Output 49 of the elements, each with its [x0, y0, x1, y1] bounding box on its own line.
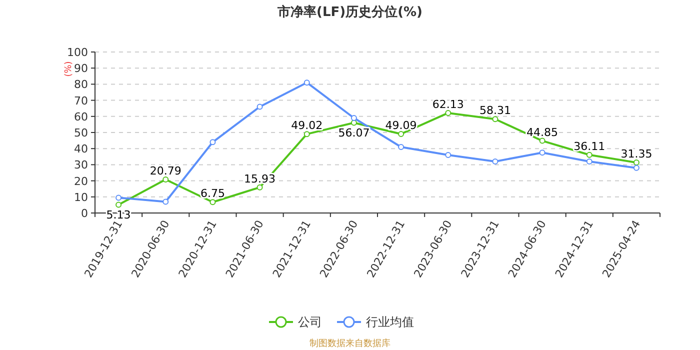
- y-tick-label: 0: [81, 207, 88, 220]
- point: [398, 130, 404, 137]
- data-label: 62.13: [432, 98, 464, 111]
- y-tick-label: 80: [74, 78, 88, 92]
- y-tick-label: 60: [74, 110, 88, 124]
- data-label: 56.07: [338, 126, 370, 140]
- point: [116, 194, 122, 201]
- data-label: 31.35: [620, 148, 652, 161]
- point: [350, 115, 357, 122]
- point: [445, 152, 452, 158]
- data-label: 58.31: [479, 104, 511, 118]
- data-label: 36.11: [574, 140, 606, 153]
- data-label: 49.09: [385, 118, 417, 132]
- text: 制图数据来自数据库: [310, 338, 390, 349]
- y-tick-label: 90: [74, 62, 88, 76]
- point: [256, 104, 263, 110]
- y-tick-label: 30: [74, 158, 88, 172]
- data-label: 6.75: [200, 187, 225, 200]
- point: [304, 80, 310, 86]
- data-label: 44.85: [526, 126, 558, 139]
- y-tick-label: 70: [74, 94, 88, 108]
- y-tick-label: 10: [74, 190, 88, 204]
- point: [633, 160, 640, 166]
- point: [445, 110, 452, 116]
- point: [539, 138, 546, 144]
- point: [586, 158, 592, 164]
- y-tick-label: 50: [74, 126, 88, 140]
- point: [492, 158, 498, 164]
- point: [398, 144, 404, 150]
- point: [256, 184, 263, 190]
- point: [210, 199, 216, 206]
- y-axis-title: (%): [64, 61, 74, 77]
- point: [210, 139, 216, 146]
- point: [492, 116, 498, 122]
- data-label: 49.02: [291, 119, 323, 132]
- legend-label: 公司: [298, 315, 322, 329]
- point: [633, 164, 640, 171]
- y-tick-label: 100: [67, 46, 88, 59]
- chart-title: 市净率(LF)历史分位(%): [276, 4, 422, 20]
- point: [539, 150, 546, 156]
- y-tick-label: 20: [74, 174, 88, 188]
- legend-label: 行业均值: [366, 315, 414, 329]
- point: [162, 176, 169, 183]
- point: [304, 131, 310, 138]
- point: [162, 198, 169, 205]
- data-label: 20.79: [150, 164, 182, 178]
- point: [586, 152, 592, 158]
- point: [116, 202, 122, 208]
- y-tick-label: 40: [74, 142, 88, 156]
